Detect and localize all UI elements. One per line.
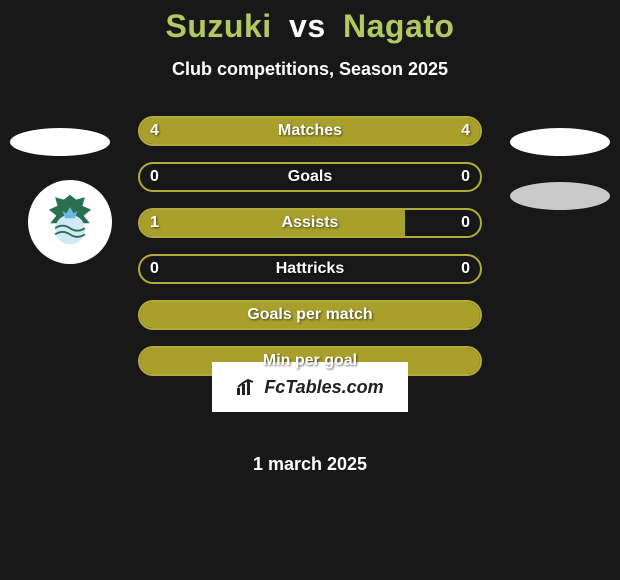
stat-value-left: 1 [150,210,159,236]
stat-row: Goals per match [138,300,482,330]
club-badge-icon [39,191,101,253]
title-vs: vs [289,8,326,44]
stat-row: Goals0 0 [138,162,482,192]
stat-value-left: 0 [150,164,159,190]
stat-label: Hattricks [140,256,480,282]
stat-value-right: 4 [461,118,470,144]
stat-value-left: 0 [150,256,159,282]
stat-label: Min per goal [140,348,480,374]
title-player1: Suzuki [166,8,272,44]
stat-value-right: 0 [461,256,470,282]
page-title: Suzuki vs Nagato [0,8,620,45]
stat-label: Goals [140,164,480,190]
player1-placeholder-ellipse [10,128,110,156]
stat-value-left: 4 [150,118,159,144]
stat-label: Matches [140,118,480,144]
stat-row: Hattricks0 0 [138,254,482,284]
stat-row: Matches4 4 [138,116,482,146]
comparison-panel: Matches44Goals00Assists10Hattricks00Goal… [0,108,620,398]
subtitle: Club competitions, Season 2025 [0,59,620,80]
title-player2: Nagato [343,8,454,44]
stat-row: Min per goal [138,346,482,376]
date-label: 1 march 2025 [0,454,620,475]
stat-value-right: 0 [461,210,470,236]
page-root: Suzuki vs Nagato Club competitions, Seas… [0,0,620,398]
stat-rows: Matches44Goals00Assists10Hattricks00Goal… [138,116,482,392]
brand-chart-icon [236,378,258,396]
stat-label: Goals per match [140,302,480,328]
player2-placeholder-ellipse-2 [510,182,610,210]
player2-placeholder-ellipse [510,128,610,156]
stat-row: Assists1 0 [138,208,482,238]
club-badge [28,180,112,264]
stat-label: Assists [140,210,480,236]
stat-value-right: 0 [461,164,470,190]
brand-name: FcTables.com [264,377,383,398]
